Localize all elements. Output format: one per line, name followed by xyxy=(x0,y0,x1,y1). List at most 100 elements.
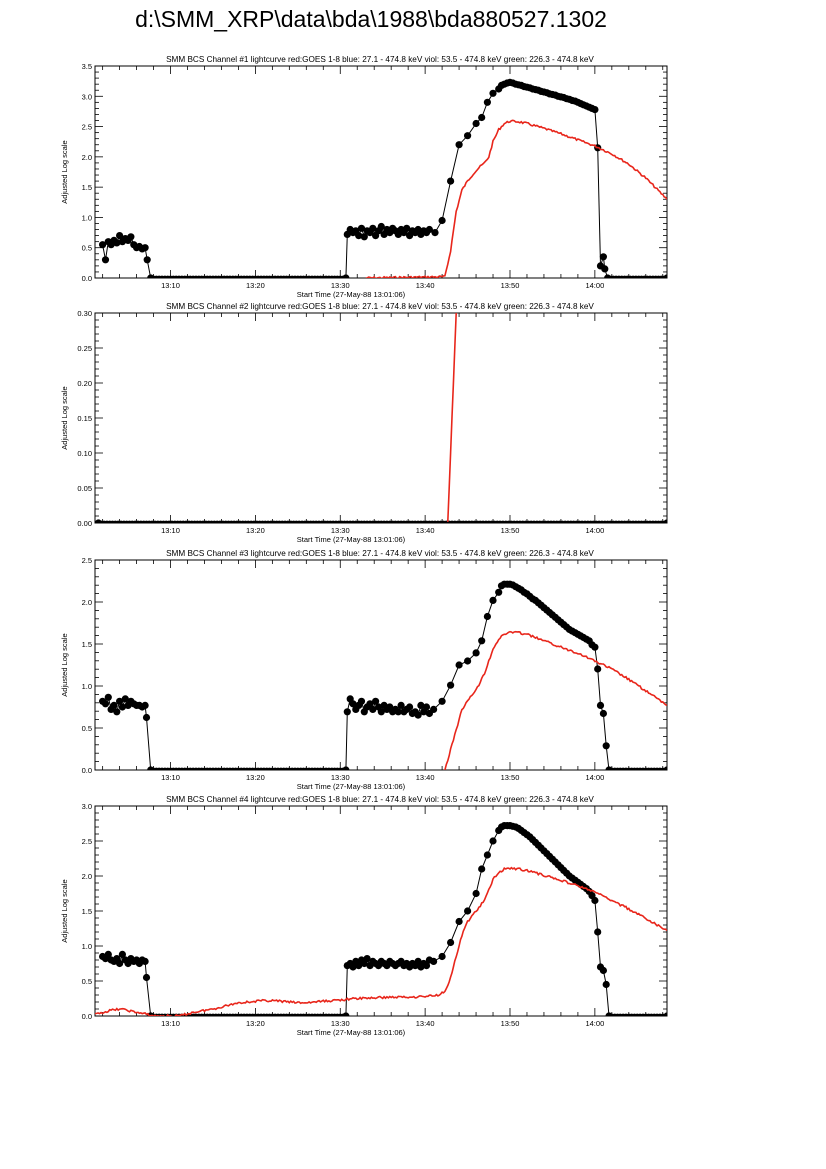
y-tick-label: 1.0 xyxy=(82,213,92,222)
y-tick-label: 3.5 xyxy=(82,62,92,71)
x-tick-label: 13:10 xyxy=(161,526,180,535)
x-tick-label: 13:30 xyxy=(331,281,350,290)
x-tick-label: 13:20 xyxy=(246,773,265,782)
bcs-data-point xyxy=(142,973,151,982)
plot-data xyxy=(95,822,667,1016)
chart-title: SMM BCS Channel #2 lightcurve red:GOES 1… xyxy=(166,302,594,311)
x-tick-label: 13:30 xyxy=(331,1019,350,1028)
bcs-data-point xyxy=(116,232,124,240)
y-axis-label: Adjusted Log scale xyxy=(60,879,69,942)
chart-title: SMM BCS Channel #4 lightcurve red:GOES 1… xyxy=(166,795,594,804)
y-tick-label: 1.5 xyxy=(82,183,92,192)
bcs-data-point xyxy=(596,701,605,710)
y-tick-label: 2.0 xyxy=(82,153,92,162)
bcs-data-point xyxy=(430,705,438,714)
bcs-data-point xyxy=(483,851,491,859)
bcs-data-point xyxy=(599,709,608,718)
bcs-data-point xyxy=(118,950,126,959)
bcs-data-point xyxy=(431,229,439,237)
x-tick-label: 13:30 xyxy=(331,773,350,782)
bcs-data-point xyxy=(472,889,480,898)
bcs-data-point xyxy=(121,695,129,703)
bcs-data-point xyxy=(118,703,126,711)
x-tick-label: 13:20 xyxy=(246,526,265,535)
x-tick-label: 13:40 xyxy=(416,526,435,535)
bcs-data-point xyxy=(601,265,609,273)
bcs-data-point xyxy=(591,896,599,905)
bcs-zero-point xyxy=(663,767,667,770)
bcs-data-point xyxy=(599,966,608,975)
y-tick-label: 1.5 xyxy=(82,640,92,649)
bcs-data-point xyxy=(594,665,602,673)
x-tick-label: 13:50 xyxy=(501,773,520,782)
y-tick-label: 0.10 xyxy=(77,449,92,458)
bcs-data-point xyxy=(101,700,110,708)
y-tick-label: 0.5 xyxy=(82,977,92,986)
bcs-zero-point xyxy=(343,767,349,770)
bcs-data-point xyxy=(455,661,463,669)
bcs-zero-point xyxy=(664,520,667,523)
y-axis-label: Adjusted Log scale xyxy=(60,633,69,696)
bcs-data-point xyxy=(357,697,366,705)
bcs-data-point xyxy=(113,239,121,247)
bcs-data-point xyxy=(394,708,402,716)
x-tick-label: 13:10 xyxy=(161,281,180,290)
y-tick-label: 0.25 xyxy=(77,344,92,353)
y-tick-label: 1.0 xyxy=(82,942,92,951)
bcs-data-point xyxy=(472,119,480,128)
x-axis-label: Start Time (27-May-88 13:01:06) xyxy=(297,782,406,791)
bcs-data-point xyxy=(116,959,124,968)
plot-data xyxy=(99,78,667,278)
y-tick-label: 3.0 xyxy=(82,802,92,811)
y-axis-label: Adjusted Log scale xyxy=(60,140,69,203)
bcs-data-point xyxy=(141,244,149,252)
y-tick-label: 3.0 xyxy=(82,92,92,101)
bcs-data-point xyxy=(489,837,497,845)
y-tick-label: 1.0 xyxy=(82,682,92,691)
bcs-data-point xyxy=(104,950,112,959)
bcs-data-point xyxy=(422,962,431,970)
x-tick-label: 14:00 xyxy=(585,773,604,782)
bcs-data-point xyxy=(377,222,385,231)
bcs-data-point xyxy=(447,938,455,947)
bcs-data-point xyxy=(591,106,599,114)
bcs-data-point xyxy=(602,980,610,989)
y-tick-label: 2.5 xyxy=(82,556,92,565)
bcs-data-point xyxy=(406,703,414,711)
goes-curve xyxy=(365,119,667,278)
bcs-data-point xyxy=(355,232,363,240)
x-tick-label: 14:00 xyxy=(585,1019,604,1028)
bcs-data-point xyxy=(464,907,472,915)
bcs-data-point xyxy=(602,742,610,750)
bcs-data-point xyxy=(355,962,363,970)
bcs-data-point xyxy=(397,701,405,710)
bcs-curve xyxy=(102,81,667,278)
x-tick-label: 13:40 xyxy=(416,773,435,782)
x-tick-label: 13:50 xyxy=(501,281,520,290)
bcs-data-point xyxy=(363,955,371,963)
bcs-data-point xyxy=(591,643,599,651)
bcs-zero-point xyxy=(343,275,349,278)
bcs-data-point xyxy=(372,697,380,705)
bcs-data-point xyxy=(438,697,446,705)
bcs-data-point xyxy=(495,588,503,596)
bcs-zero-point xyxy=(663,1013,667,1016)
y-tick-label: 0.0 xyxy=(82,1012,92,1021)
bcs-data-point xyxy=(104,693,112,701)
bcs-data-point xyxy=(478,637,486,645)
bcs-data-point xyxy=(366,700,374,708)
bcs-data-point xyxy=(141,701,149,710)
chart-panel-3: SMM BCS Channel #3 lightcurve red:GOES 1… xyxy=(60,549,668,791)
y-tick-label: 0.20 xyxy=(77,379,92,388)
bcs-data-point xyxy=(447,681,455,689)
x-tick-label: 13:10 xyxy=(161,1019,180,1028)
chart-panel-2: SMM BCS Channel #2 lightcurve red:GOES 1… xyxy=(60,302,668,544)
bcs-data-point xyxy=(360,233,368,241)
bcs-data-point xyxy=(489,89,497,97)
y-tick-label: 0.15 xyxy=(77,414,92,423)
bcs-data-point xyxy=(349,700,357,708)
y-tick-label: 0.30 xyxy=(77,309,92,318)
chart-panel-4: SMM BCS Channel #4 lightcurve red:GOES 1… xyxy=(60,795,668,1037)
x-tick-label: 13:20 xyxy=(246,1019,265,1028)
